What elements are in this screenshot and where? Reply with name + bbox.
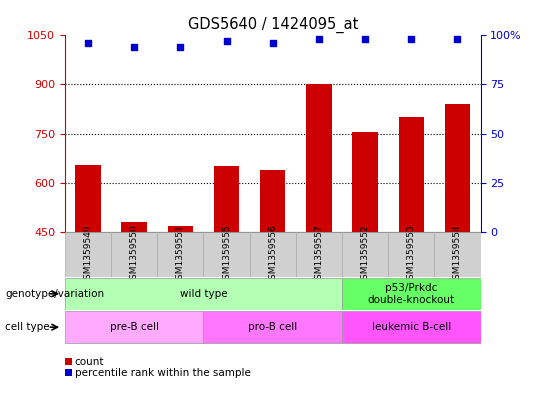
Text: p53/Prkdc
double-knockout: p53/Prkdc double-knockout [368, 283, 455, 305]
Point [268, 40, 277, 46]
Bar [157, 232, 204, 277]
Point [315, 36, 323, 42]
Bar [111, 232, 157, 277]
Text: pro-B cell: pro-B cell [248, 322, 298, 332]
Text: GSM1359553: GSM1359553 [407, 224, 416, 285]
Point [361, 36, 369, 42]
Bar [214, 166, 239, 232]
Bar [445, 104, 470, 232]
Bar [388, 232, 434, 277]
Text: cell type: cell type [5, 322, 50, 332]
Point [222, 38, 231, 44]
Point [407, 36, 416, 42]
Text: GSM1359555: GSM1359555 [222, 224, 231, 285]
Bar [65, 311, 204, 343]
Bar [342, 311, 481, 343]
Text: genotype/variation: genotype/variation [5, 289, 105, 299]
Bar [65, 278, 342, 310]
Text: GSM1359549: GSM1359549 [83, 224, 92, 285]
Bar [342, 278, 481, 310]
Bar [75, 165, 100, 232]
Text: percentile rank within the sample: percentile rank within the sample [75, 367, 251, 378]
Point [130, 44, 138, 50]
Bar [204, 232, 249, 277]
Bar [122, 222, 147, 232]
Bar [353, 132, 378, 232]
Bar [260, 170, 286, 232]
Point [176, 44, 185, 50]
Bar [65, 232, 111, 277]
Point [84, 40, 92, 46]
Title: GDS5640 / 1424095_at: GDS5640 / 1424095_at [187, 17, 358, 33]
Text: count: count [75, 357, 104, 367]
Bar [342, 232, 388, 277]
Bar [167, 226, 193, 232]
Text: GSM1359550: GSM1359550 [130, 224, 139, 285]
Bar [296, 232, 342, 277]
Bar [399, 117, 424, 232]
Text: pre-B cell: pre-B cell [110, 322, 159, 332]
Text: GSM1359554: GSM1359554 [453, 224, 462, 285]
Text: GSM1359551: GSM1359551 [176, 224, 185, 285]
Bar [434, 232, 481, 277]
Text: leukemic B-cell: leukemic B-cell [372, 322, 451, 332]
Bar [306, 84, 332, 232]
Text: wild type: wild type [180, 289, 227, 299]
Bar [249, 232, 296, 277]
Text: GSM1359557: GSM1359557 [314, 224, 323, 285]
Point [453, 36, 462, 42]
Bar [204, 311, 342, 343]
Text: GSM1359556: GSM1359556 [268, 224, 277, 285]
Text: GSM1359552: GSM1359552 [361, 224, 369, 285]
